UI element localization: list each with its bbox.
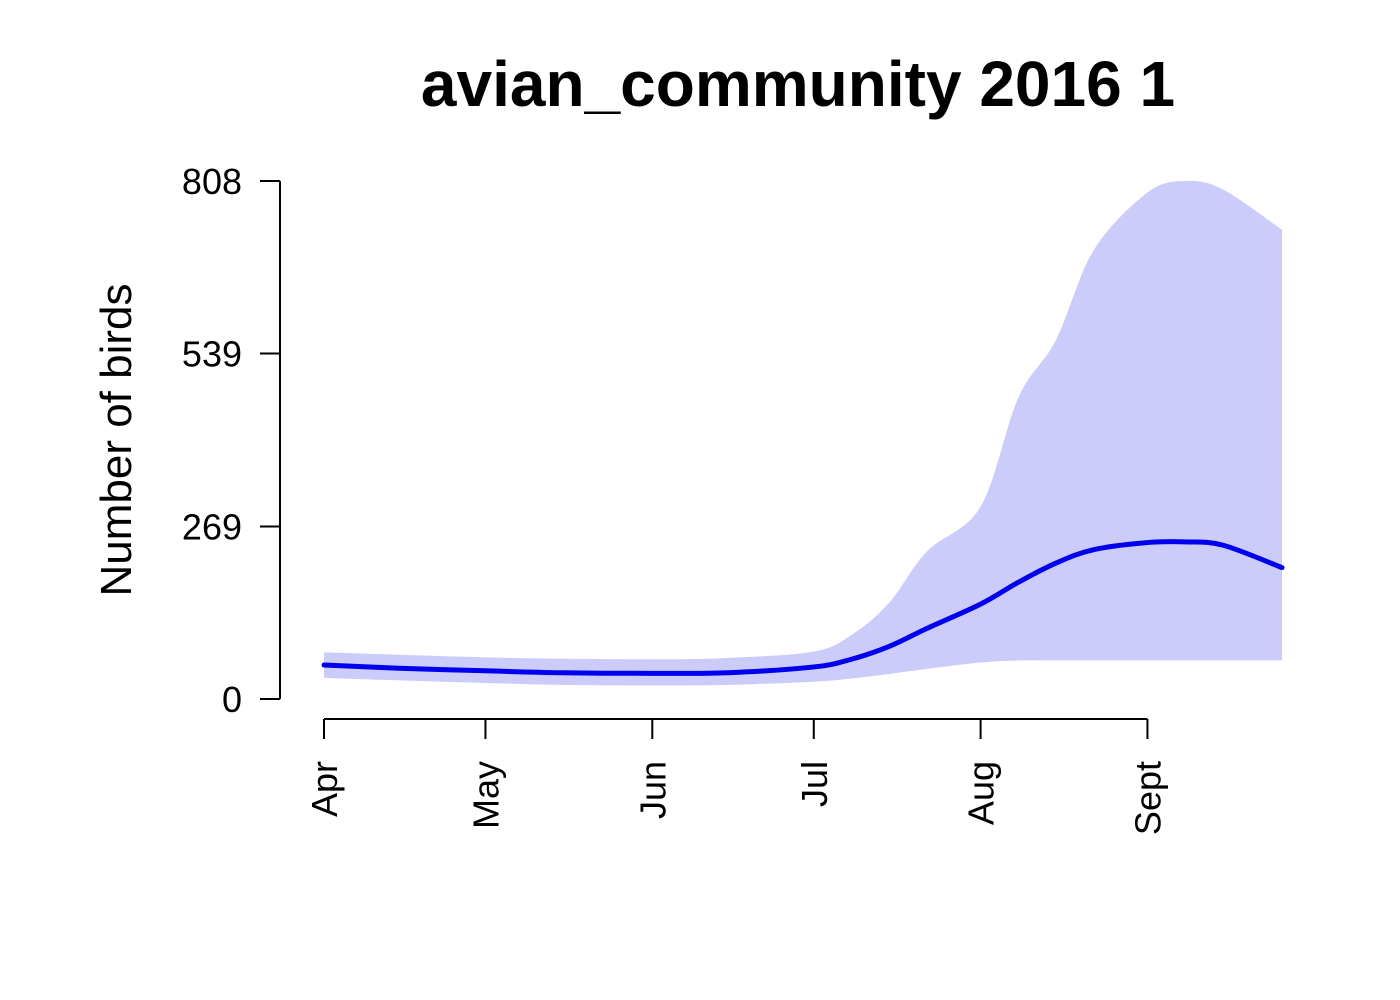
y-axis-label: Number of birds bbox=[92, 283, 141, 596]
y-axis: 0 269 539 808 bbox=[182, 161, 281, 720]
x-tick-label: May bbox=[465, 761, 506, 829]
x-tick-label: Aug bbox=[961, 761, 1002, 825]
chart-title: avian_community 2016 1 bbox=[421, 48, 1175, 120]
x-tick-label: Jun bbox=[632, 761, 673, 819]
confidence-band bbox=[324, 180, 1282, 686]
y-tick-label: 539 bbox=[182, 333, 242, 374]
y-tick-label: 0 bbox=[222, 679, 242, 720]
confidence-band-layer bbox=[324, 180, 1282, 686]
x-tick-label: Apr bbox=[304, 761, 345, 817]
series-line-layer bbox=[321, 539, 1285, 676]
x-tick-label: Jul bbox=[794, 761, 835, 807]
x-tick-label: Sept bbox=[1127, 761, 1168, 835]
series-line bbox=[321, 539, 1285, 676]
y-tick-label: 808 bbox=[182, 161, 242, 202]
x-axis: Apr May Jun Jul Aug Sept bbox=[304, 718, 1168, 835]
y-tick-label: 269 bbox=[182, 507, 242, 548]
